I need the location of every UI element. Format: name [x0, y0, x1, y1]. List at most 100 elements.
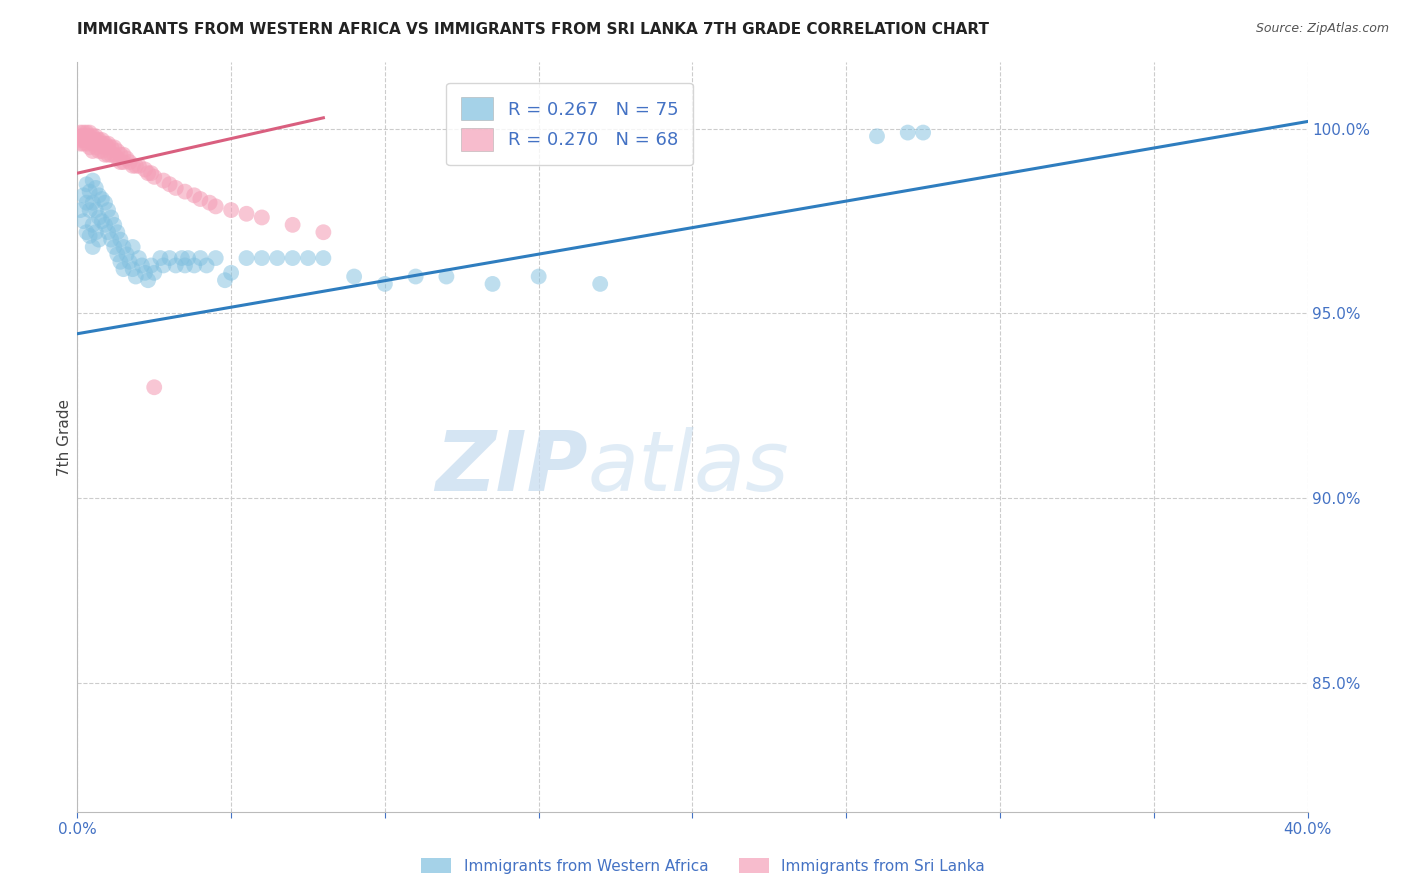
Point	[866, 129, 889, 144]
Point	[79, 129, 101, 144]
Point	[100, 147, 122, 161]
Point	[69, 203, 91, 218]
Point	[79, 126, 101, 140]
Point	[100, 233, 122, 247]
Point	[405, 269, 427, 284]
Point	[125, 269, 148, 284]
Point	[76, 195, 98, 210]
Point	[141, 259, 163, 273]
Text: atlas: atlas	[588, 426, 790, 508]
Point	[110, 155, 132, 169]
Point	[188, 192, 212, 206]
Point	[235, 207, 257, 221]
Point	[374, 277, 396, 291]
Point	[84, 140, 107, 154]
Point	[131, 259, 153, 273]
Point	[121, 262, 143, 277]
Point	[121, 240, 143, 254]
Point	[90, 192, 114, 206]
Point	[143, 380, 166, 394]
Point	[195, 259, 218, 273]
Point	[97, 225, 120, 239]
Point	[72, 129, 94, 144]
Point	[136, 273, 159, 287]
Point	[69, 133, 91, 147]
Point	[97, 136, 120, 151]
Point	[136, 166, 159, 180]
Point	[204, 199, 226, 213]
Text: IMMIGRANTS FROM WESTERN AFRICA VS IMMIGRANTS FROM SRI LANKA 7TH GRADE CORRELATIO: IMMIGRANTS FROM WESTERN AFRICA VS IMMIGR…	[77, 22, 990, 37]
Point	[312, 251, 335, 265]
Point	[436, 269, 458, 284]
Point	[94, 147, 117, 161]
Point	[87, 136, 110, 151]
Point	[82, 133, 104, 147]
Point	[198, 195, 221, 210]
Point	[87, 133, 110, 147]
Point	[76, 126, 98, 140]
Point	[118, 155, 141, 169]
Legend: R = 0.267   N = 75, R = 0.270   N = 68: R = 0.267 N = 75, R = 0.270 N = 68	[446, 83, 693, 165]
Point	[110, 147, 132, 161]
Point	[76, 136, 98, 151]
Point	[72, 188, 94, 202]
Point	[103, 147, 125, 161]
Point	[82, 136, 104, 151]
Point	[82, 240, 104, 254]
Point	[219, 203, 242, 218]
Point	[82, 173, 104, 187]
Point	[112, 240, 135, 254]
Point	[105, 144, 128, 158]
Point	[183, 188, 205, 202]
Point	[235, 251, 257, 265]
Point	[87, 211, 110, 225]
Point	[87, 233, 110, 247]
Point	[72, 136, 94, 151]
Point	[100, 211, 122, 225]
Point	[143, 169, 166, 184]
Point	[87, 188, 110, 202]
Point	[69, 136, 91, 151]
Point	[152, 259, 174, 273]
Point	[125, 159, 148, 173]
Point	[105, 152, 128, 166]
Point	[266, 251, 288, 265]
Point	[103, 218, 125, 232]
Point	[250, 251, 273, 265]
Point	[143, 266, 166, 280]
Point	[165, 181, 187, 195]
Point	[118, 254, 141, 268]
Point	[128, 159, 150, 173]
Point	[589, 277, 612, 291]
Text: ZIP: ZIP	[436, 426, 588, 508]
Point	[76, 133, 98, 147]
Point	[128, 251, 150, 265]
Point	[115, 152, 138, 166]
Point	[82, 218, 104, 232]
Point	[121, 159, 143, 173]
Point	[97, 140, 120, 154]
Point	[170, 251, 193, 265]
Point	[97, 147, 120, 161]
Point	[72, 126, 94, 140]
Point	[115, 247, 138, 261]
Point	[312, 225, 335, 239]
Point	[84, 203, 107, 218]
Point	[79, 203, 101, 218]
Point	[79, 140, 101, 154]
Text: Source: ZipAtlas.com: Source: ZipAtlas.com	[1256, 22, 1389, 36]
Point	[72, 214, 94, 228]
Point	[82, 144, 104, 158]
Point	[159, 178, 181, 192]
Point	[76, 225, 98, 239]
Point	[297, 251, 319, 265]
Point	[912, 126, 935, 140]
Point	[110, 254, 132, 268]
Point	[177, 251, 200, 265]
Point	[84, 129, 107, 144]
Point	[76, 129, 98, 144]
Point	[72, 133, 94, 147]
Point	[94, 195, 117, 210]
Point	[134, 162, 156, 177]
Point	[82, 129, 104, 144]
